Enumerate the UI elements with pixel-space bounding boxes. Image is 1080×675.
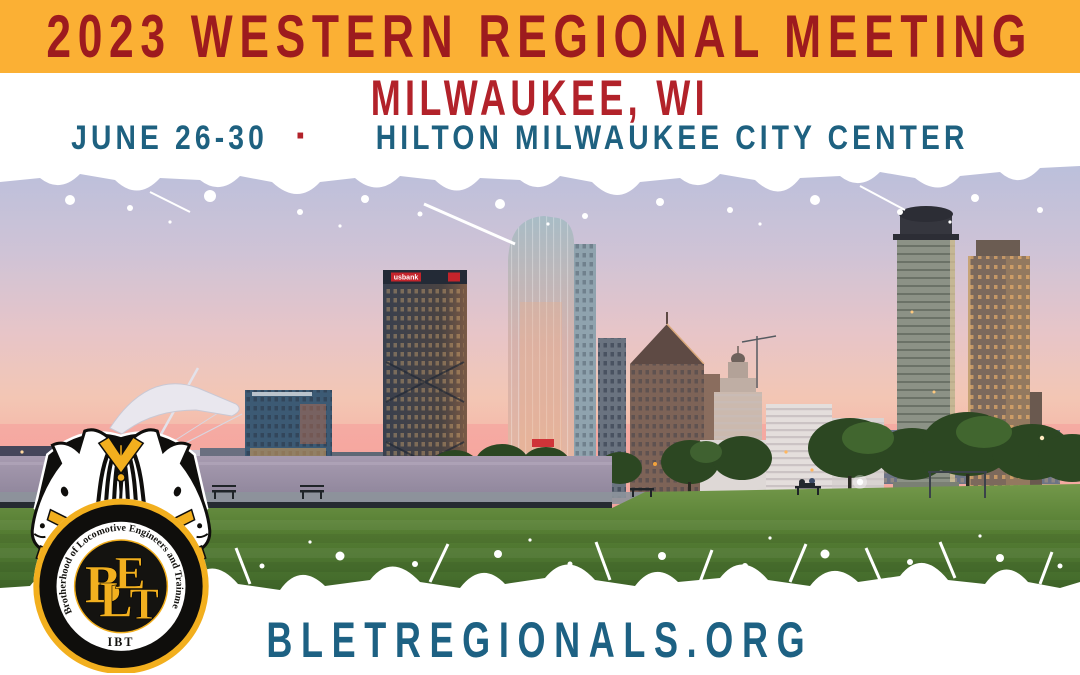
top-banner: 2023 WESTERN REGIONAL MEETING [0, 0, 1080, 73]
location-heading-row: MILWAUKEE, WI [0, 70, 1080, 126]
date-venue-line: JUNE 26-30 · HILTON MILWAUKEE CITY CENTE… [0, 114, 1080, 158]
event-title: 2023 WESTERN REGIONAL MEETING [46, 3, 1034, 70]
location-heading: MILWAUKEE, WI [370, 70, 710, 126]
monogram-letter-e: E [115, 548, 146, 599]
monogram-letter-t: T [129, 579, 159, 629]
website-row: BLETREGIONALS.ORG [0, 613, 1080, 667]
date-range: JUNE 26-30 [71, 119, 269, 157]
blet-monogram: B E L T [84, 548, 159, 629]
venue-name: HILTON MILWAUKEE CITY CENTER [375, 119, 969, 157]
separator-dot: · [294, 114, 309, 158]
curved-glass-tower [500, 216, 600, 498]
website-url[interactable]: BLETREGIONALS.ORG [266, 612, 814, 668]
top-splatter [0, 152, 1080, 246]
blet-logo: Brotherhood of Locomotive Engineers and … [12, 421, 230, 673]
monogram-letter-l: L [99, 572, 133, 628]
monogram-letter-b: B [85, 553, 121, 614]
usbank-sign: usbank [394, 275, 419, 282]
logo-ibt-text: IBT [108, 635, 135, 649]
